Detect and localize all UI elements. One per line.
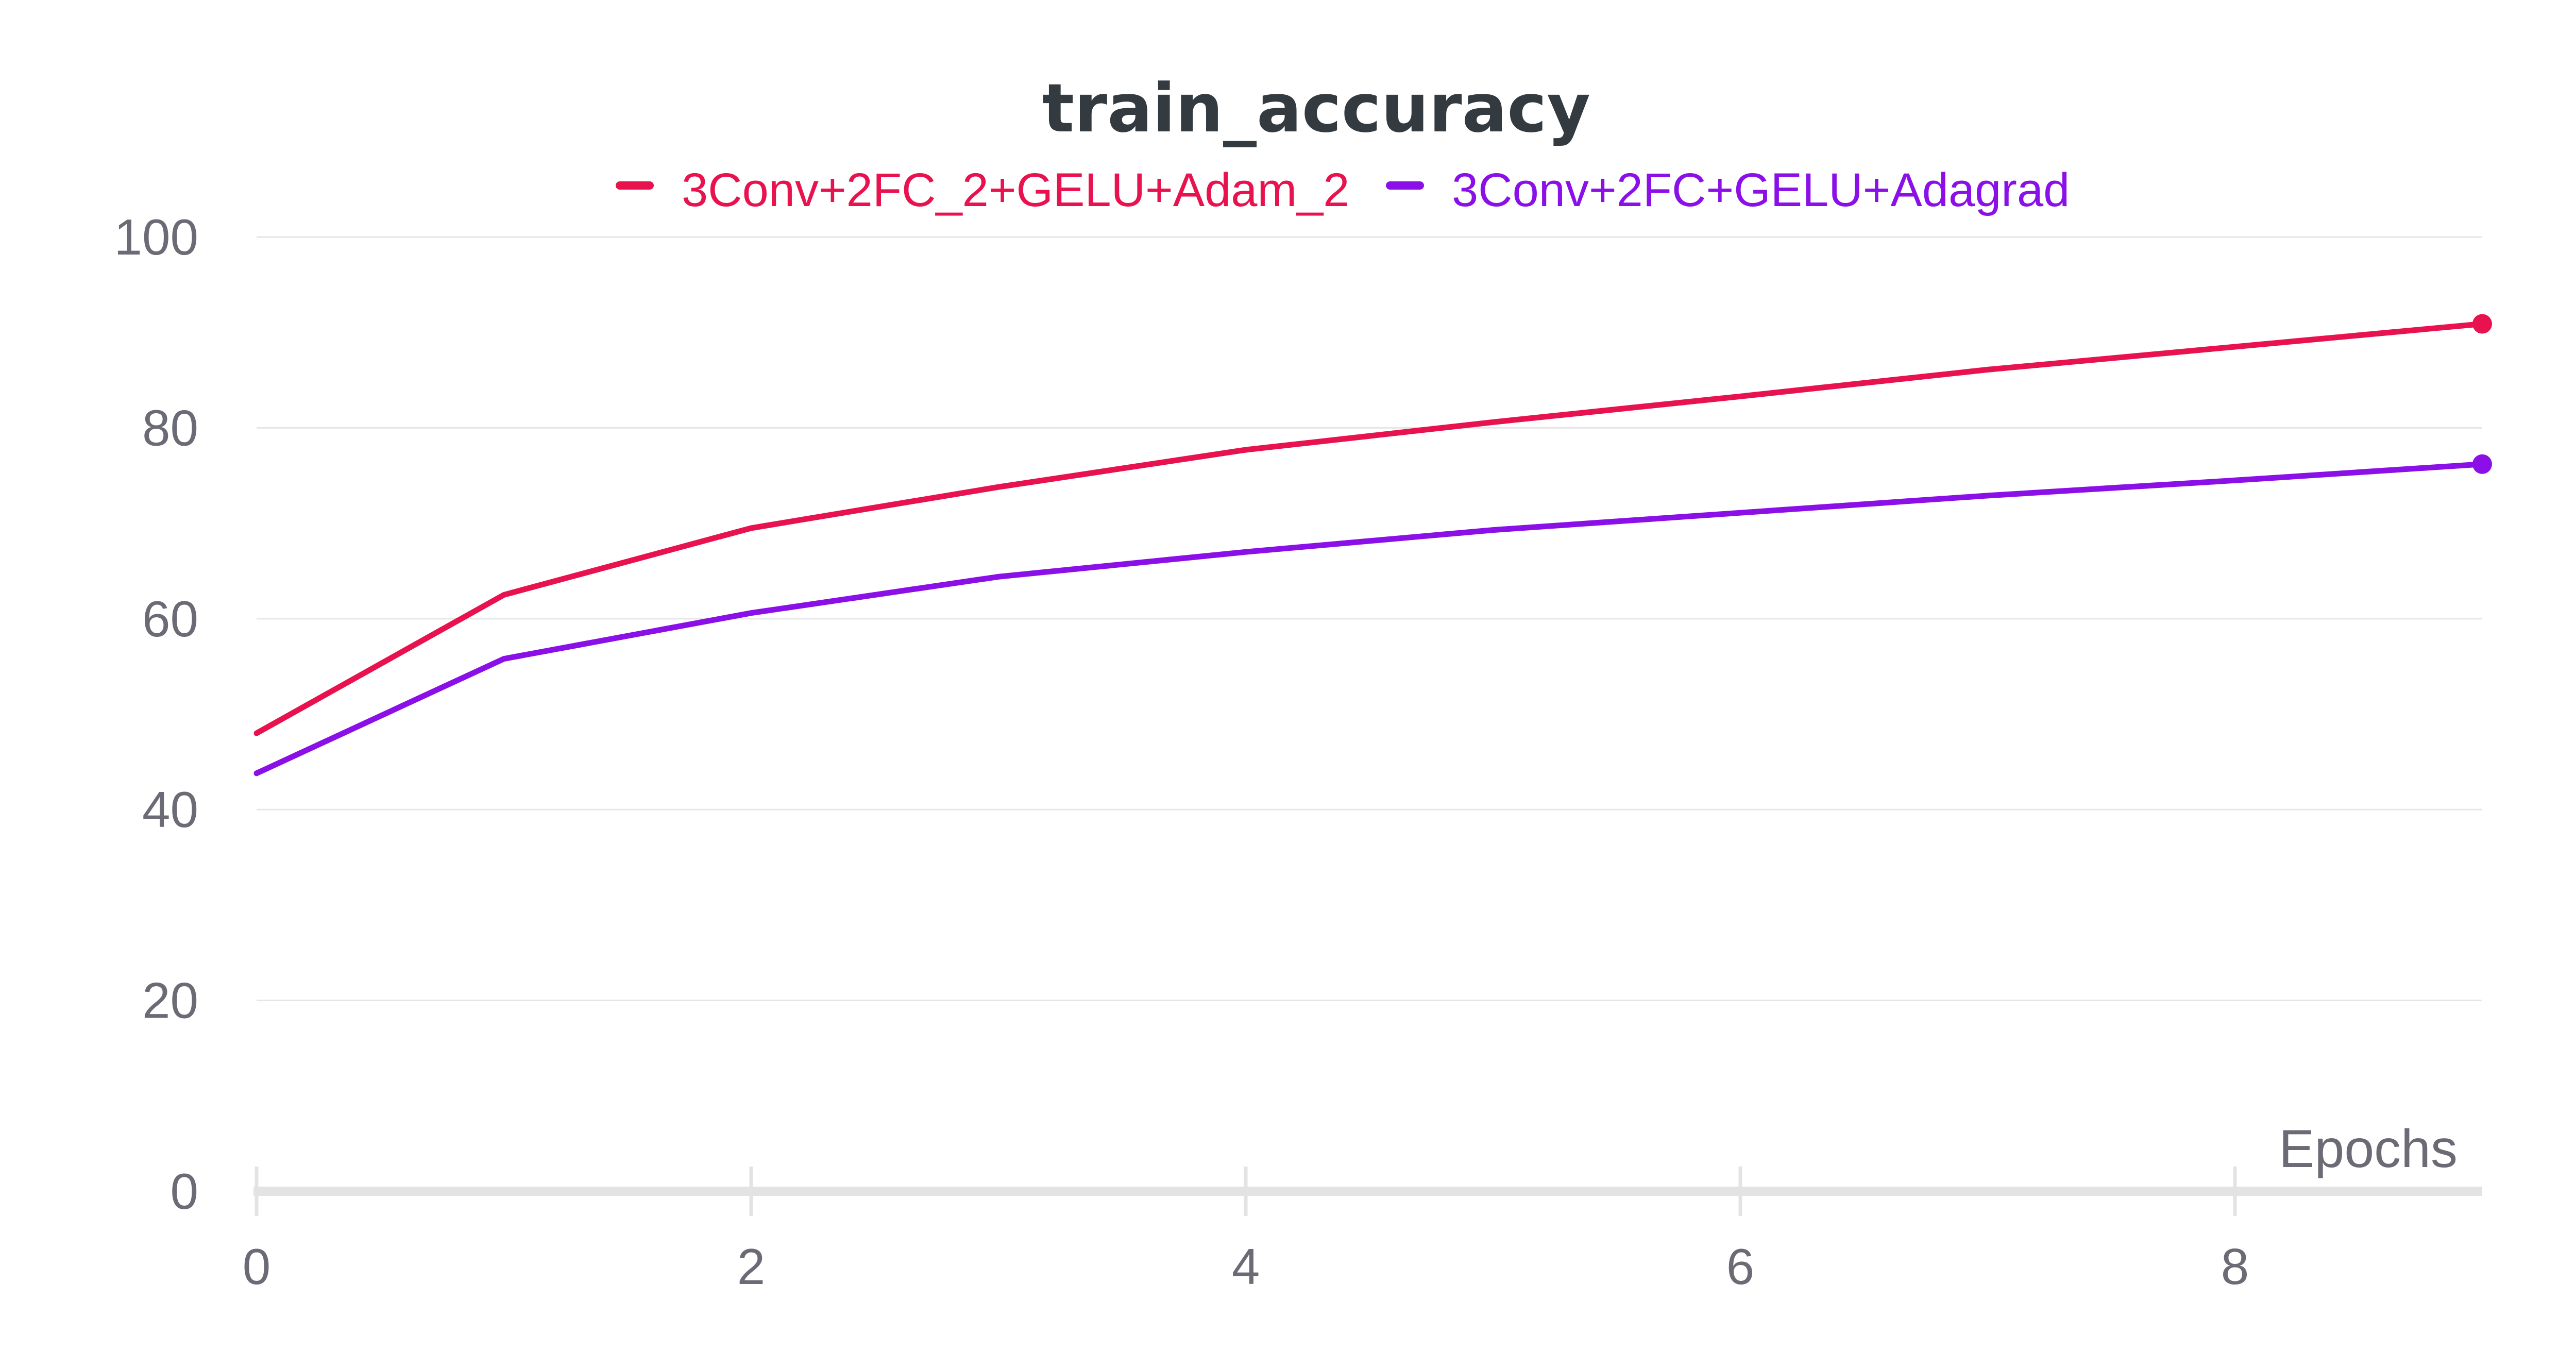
y-tick-label-20: 20 <box>142 972 198 1029</box>
legend-swatch-1 <box>1386 181 1424 190</box>
series-line-1 <box>253 461 2485 776</box>
legend-label-0: 3Conv+2FC_2+GELU+Adam_2 <box>682 164 1349 216</box>
series-layer <box>253 314 2492 776</box>
y-tick-label-80: 80 <box>142 399 198 456</box>
series-line-0 <box>253 321 2485 736</box>
gridlines <box>257 236 2482 1002</box>
x-tick-label-6: 6 <box>1726 1238 1755 1295</box>
y-tick-label-0: 0 <box>170 1163 198 1220</box>
chart-title: train_accuracy <box>1042 69 1590 147</box>
y-tick-label-100: 100 <box>114 209 198 265</box>
x-axis-ticks: 0 2 4 6 8 <box>243 1167 2249 1295</box>
legend-swatch-0 <box>616 181 654 190</box>
x-tick-label-4: 4 <box>1232 1238 1260 1295</box>
series-end-point-1 <box>2472 454 2492 474</box>
series-end-point-0 <box>2472 314 2492 334</box>
legend-label-1: 3Conv+2FC+GELU+Adagrad <box>1452 164 2070 216</box>
x-tick-label-0: 0 <box>243 1238 271 1295</box>
y-tick-label-40: 40 <box>142 781 198 838</box>
y-axis-ticks: 0 20 40 60 80 100 <box>114 209 198 1220</box>
x-axis-title: Epochs <box>2279 1119 2458 1179</box>
x-tick-label-2: 2 <box>737 1238 766 1295</box>
x-tick-label-8: 8 <box>2221 1238 2249 1295</box>
legend: 3Conv+2FC_2+GELU+Adam_2 3Conv+2FC+GELU+Ad… <box>616 164 2070 216</box>
y-tick-label-60: 60 <box>142 590 198 647</box>
